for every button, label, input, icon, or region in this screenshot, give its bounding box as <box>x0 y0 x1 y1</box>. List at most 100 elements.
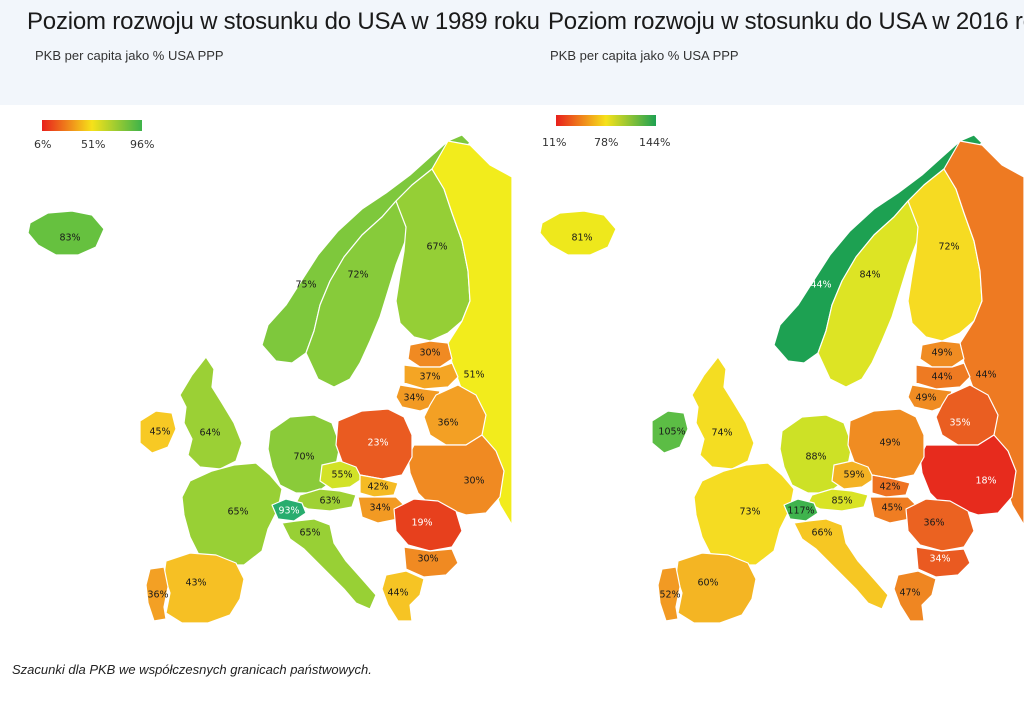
country-shape-france <box>693 462 795 566</box>
country-shape-switzerland <box>783 498 819 522</box>
country-czechia: 59% <box>831 460 875 490</box>
country-ukraine: 18% <box>919 434 1017 516</box>
country-value-label: 35% <box>949 418 970 429</box>
country-bulgaria: 34% <box>915 546 971 578</box>
country-slovakia: 42% <box>359 474 399 498</box>
country-value-label: 75% <box>295 280 316 291</box>
country-value-label: 66% <box>811 528 832 539</box>
country-romania: 36% <box>905 498 975 552</box>
country-united-kingdom: 74% <box>691 356 755 470</box>
country-shape-romania <box>905 498 975 552</box>
country-value-label: 30% <box>417 554 438 565</box>
country-value-label: 34% <box>403 393 424 404</box>
country-france: 73% <box>693 462 795 566</box>
country-shape-greece <box>381 570 425 622</box>
country-shape-united-kingdom <box>691 356 755 470</box>
country-value-label: 72% <box>938 242 959 253</box>
map-subtitle: PKB per capita jako % USA PPP <box>35 48 224 63</box>
country-value-label: 34% <box>369 503 390 514</box>
country-shape-spain <box>163 552 245 624</box>
country-shape-czechia <box>319 460 363 490</box>
country-switzerland: 93% <box>271 498 307 522</box>
country-value-label: 85% <box>831 496 852 507</box>
map-title: Poziom rozwoju w stosunku do USA w 1989 … <box>27 8 540 35</box>
country-value-label: 30% <box>463 476 484 487</box>
country-value-label: 64% <box>199 428 220 439</box>
country-value-label: 63% <box>319 496 340 507</box>
country-shape-italy <box>281 518 377 610</box>
country-shape-bulgaria <box>403 546 459 578</box>
country-value-label: 19% <box>411 518 432 529</box>
footer-area <box>0 625 1024 702</box>
legend-min-label: 6% <box>34 138 52 151</box>
country-value-label: 93% <box>278 506 299 517</box>
country-value-label: 67% <box>426 242 447 253</box>
country-shape-estonia <box>919 340 965 368</box>
map-panel-1989: Poziom rozwoju w stosunku do USA w 1989 … <box>0 8 540 625</box>
country-value-label: 65% <box>227 507 248 518</box>
country-value-label: 34% <box>929 554 950 565</box>
country-value-label: 23% <box>367 438 388 449</box>
country-shape-iceland <box>27 210 105 256</box>
country-value-label: 49% <box>915 393 936 404</box>
country-greece: 44% <box>381 570 425 622</box>
country-value-label: 44% <box>975 370 996 381</box>
country-shape-czechia <box>831 460 875 490</box>
country-shape-slovakia <box>871 474 911 498</box>
country-italy: 65% <box>281 518 377 610</box>
country-shape-spain <box>675 552 757 624</box>
map-panel-2016: Poziom rozwoju w stosunku do USA w 2016 … <box>512 0 1024 702</box>
map-canvas: 83% 75% 72% 67% 51% 30% 37% 34% 36% 30% 45% 64% 70% 2… <box>0 105 512 625</box>
country-value-label: 36% <box>147 590 168 601</box>
country-shape-ireland <box>651 410 689 454</box>
europe-map: 81% 144% 84% 72% 44% 49% 44% 49% 35% 18% 105% 74% 88… <box>512 105 1024 625</box>
country-portugal: 52% <box>657 566 681 622</box>
country-value-label: 49% <box>931 348 952 359</box>
country-bulgaria: 30% <box>403 546 459 578</box>
country-shape-ireland <box>139 410 177 454</box>
country-estonia: 49% <box>919 340 965 368</box>
country-shape-ukraine <box>407 434 505 516</box>
country-value-label: 42% <box>879 482 900 493</box>
legend-color-scale <box>556 115 656 126</box>
country-value-label: 72% <box>347 270 368 281</box>
country-slovakia: 42% <box>871 474 911 498</box>
country-spain: 43% <box>163 552 245 624</box>
country-value-label: 73% <box>739 507 760 518</box>
map-subtitle: PKB per capita jako % USA PPP <box>550 48 739 63</box>
europe-map: 83% 75% 72% 67% 51% 30% 37% 34% 36% 30% 45% 64% 70% 2… <box>0 105 512 625</box>
country-portugal: 36% <box>145 566 169 622</box>
country-shape-switzerland <box>271 498 307 522</box>
country-iceland: 81% <box>539 210 617 256</box>
legend-max-label: 144% <box>639 136 671 149</box>
country-shape-ukraine <box>919 434 1017 516</box>
country-france: 65% <box>181 462 283 566</box>
country-latvia: 44% <box>915 362 971 390</box>
country-value-label: 18% <box>975 476 996 487</box>
country-value-label: 59% <box>843 470 864 481</box>
country-value-label: 37% <box>419 372 440 383</box>
map-title: Poziom rozwoju w stosunku do USA w 2016 … <box>548 8 1024 35</box>
country-shape-slovakia <box>359 474 399 498</box>
legend-min-label: 11% <box>542 136 567 149</box>
country-shape-france <box>181 462 283 566</box>
country-value-label: 36% <box>923 518 944 529</box>
country-value-label: 36% <box>437 418 458 429</box>
country-czechia: 55% <box>319 460 363 490</box>
country-value-label: 45% <box>149 427 170 438</box>
country-ireland: 45% <box>139 410 177 454</box>
country-value-label: 55% <box>331 470 352 481</box>
country-value-label: 60% <box>697 578 718 589</box>
legend-mid-label: 51% <box>81 138 106 151</box>
country-value-label: 44% <box>387 588 408 599</box>
country-value-label: 84% <box>859 270 880 281</box>
country-shape-greece <box>893 570 937 622</box>
footnote: Szacunki dla PKB we współczesnych granic… <box>12 662 372 677</box>
country-estonia: 30% <box>407 340 453 368</box>
country-value-label: 144% <box>804 280 831 291</box>
country-value-label: 51% <box>463 370 484 381</box>
country-value-label: 45% <box>881 503 902 514</box>
country-value-label: 30% <box>419 348 440 359</box>
country-romania: 19% <box>393 498 463 552</box>
country-value-label: 74% <box>711 428 732 439</box>
